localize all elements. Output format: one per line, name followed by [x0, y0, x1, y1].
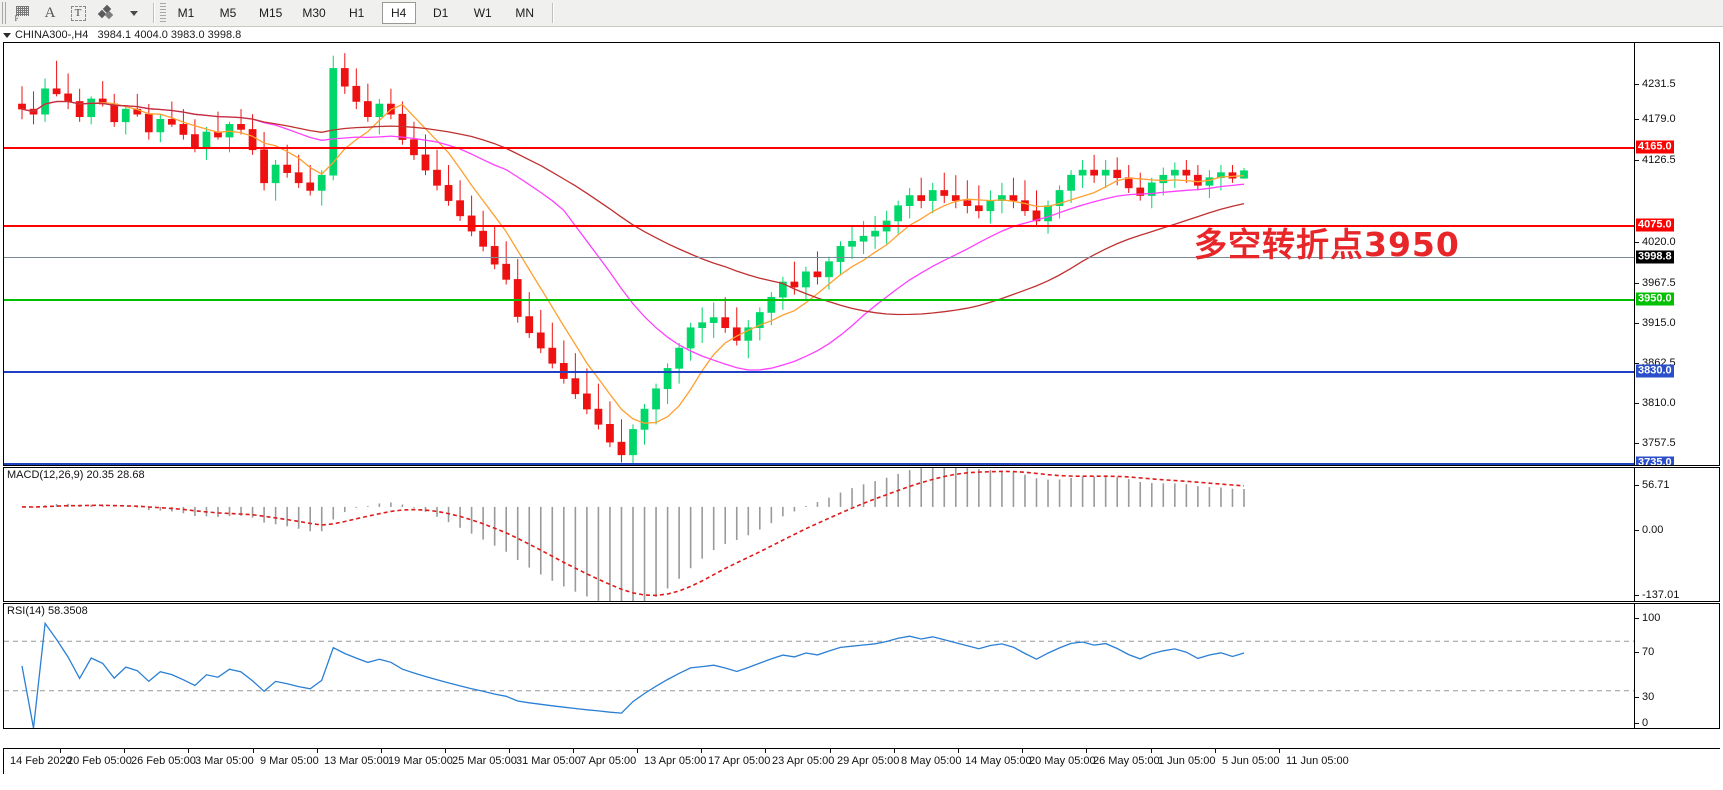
shapes-dropdown-icon[interactable] — [120, 1, 148, 25]
timeframe-m15[interactable]: M15 — [259, 6, 283, 20]
macd-tick: 56.71 — [1635, 479, 1670, 491]
time-label: 26 May 05:00 — [1086, 748, 1160, 767]
price-tick: 4126.5 — [1635, 154, 1676, 166]
price-level-line[interactable] — [4, 299, 1635, 301]
price-plot[interactable]: 多空转折点3950 — [4, 43, 1635, 465]
chart-area: 多空转折点3950 4231.5 4179.0 4126.5 4020.0 3967.5… — [3, 42, 1720, 787]
chart-annotation-text: 多空转折点3950 — [1194, 225, 1460, 264]
price-level-label: 3998.8 — [1636, 250, 1674, 264]
time-label: 13 Mar 05:00 — [317, 748, 389, 767]
timeframe-drag-handle[interactable] — [160, 3, 166, 23]
toolbar-separator-2 — [551, 3, 554, 23]
time-label: 8 May 05:00 — [894, 748, 962, 767]
chart-menu-arrow-icon[interactable] — [3, 32, 11, 38]
price-level-label: 4165.0 — [1636, 140, 1674, 154]
price-level-label: 4075.0 — [1636, 218, 1674, 232]
macd-panel[interactable]: MACD(12,26,9) 20.35 28.68 56.71 0.00 -137.… — [3, 467, 1720, 602]
price-tick: 3810.0 — [1635, 397, 1676, 409]
time-label: 25 Mar 05:00 — [445, 748, 517, 767]
macd-series — [21, 468, 1245, 601]
rsi-tick: 100 — [1635, 612, 1660, 624]
time-axis[interactable]: 14 Feb 2020 20 Feb 05:00 26 Feb 05:00 3 Mar… — [3, 748, 1720, 774]
macd-tick: 0.00 — [1635, 524, 1663, 536]
time-label: 29 Apr 05:00 — [829, 748, 900, 767]
time-label: 11 Jun 05:00 — [1279, 748, 1349, 767]
price-tick: 3757.5 — [1635, 437, 1676, 449]
price-tick: 3967.5 — [1635, 277, 1676, 289]
timeframe-m5[interactable]: M5 — [219, 6, 237, 20]
timeframe-w1[interactable]: W1 — [473, 6, 492, 20]
timeframe-m30[interactable]: M30 — [302, 6, 326, 20]
price-tick: 4020.0 — [1635, 236, 1676, 248]
timeframe-h1[interactable]: H1 — [349, 6, 365, 20]
macd-label: MACD(12,26,9) 20.35 28.68 — [7, 469, 145, 481]
rsi-tick: 0 — [1635, 717, 1648, 728]
time-label: 3 Mar 05:00 — [188, 748, 254, 767]
price-tick: 4179.0 — [1635, 113, 1676, 125]
shapes-icon[interactable] — [92, 1, 120, 25]
chart-toolbar: A T M1 M5 M15 M30 H1 H4 D1 W1 MN — [0, 0, 1723, 27]
time-label: 14 May 05:00 — [958, 748, 1032, 767]
timeframe-m1[interactable]: M1 — [177, 6, 195, 20]
time-label: 13 Apr 05:00 — [636, 748, 707, 767]
fibo-icon[interactable] — [8, 1, 36, 25]
rsi-tick: 30 — [1635, 691, 1654, 703]
timeframe-h4[interactable]: H4 — [381, 2, 416, 24]
rsi-tick: 70 — [1635, 646, 1654, 658]
price-level-line[interactable] — [4, 463, 1635, 465]
timeframe-d1[interactable]: D1 — [433, 6, 449, 20]
price-level-line[interactable] — [4, 371, 1635, 373]
macd-axis[interactable]: 56.71 0.00 -137.01 — [1634, 468, 1719, 601]
time-label: 20 May 05:00 — [1022, 748, 1096, 767]
time-label: 26 Feb 05:00 — [124, 748, 196, 767]
price-tick: 4231.5 — [1635, 78, 1676, 90]
time-label: 31 Mar 05:00 — [509, 748, 581, 767]
time-label: 5 Jun 05:00 — [1215, 748, 1280, 767]
time-label: 9 Mar 05:00 — [253, 748, 319, 767]
time-label: 1 Jun 05:00 — [1151, 748, 1216, 767]
time-label: 7 Apr 05:00 — [572, 748, 637, 767]
price-level-line[interactable] — [4, 225, 1635, 227]
time-label: 17 Apr 05:00 — [700, 748, 771, 767]
timeframe-mn[interactable]: MN — [515, 6, 535, 20]
rsi-axis[interactable]: 100 70 30 0 — [1634, 604, 1719, 728]
price-level-label: 3950.0 — [1636, 292, 1674, 306]
macd-plot[interactable]: MACD(12,26,9) 20.35 28.68 — [4, 468, 1635, 601]
price-level-label: 3830.0 — [1636, 364, 1674, 378]
timeframe-group: M1 M5 M15 M30 H1 H4 D1 W1 MN — [169, 2, 542, 24]
price-level-line[interactable] — [4, 147, 1635, 149]
time-label: 19 Mar 05:00 — [381, 748, 453, 767]
text-label-icon[interactable]: A — [44, 4, 56, 21]
time-label: 23 Apr 05:00 — [764, 748, 835, 767]
time-label: 14 Feb 2020 — [3, 748, 72, 767]
symbol-quote-bar: CHINA300-,H4 3984.1 4004.0 3983.0 3998.8 — [0, 28, 1723, 42]
price-axis[interactable]: 4231.5 4179.0 4126.5 4020.0 3967.5 3915.0 3862… — [1634, 43, 1719, 465]
toolbar-separator — [153, 3, 155, 23]
text-box-icon[interactable]: T — [64, 1, 92, 25]
price-level-label: 3735.0 — [1636, 456, 1674, 465]
rsi-series — [4, 621, 1635, 728]
rsi-plot[interactable]: RSI(14) 58.3508 — [4, 604, 1635, 728]
quote-text: CHINA300-,H4 3984.1 4004.0 3983.0 3998.8 — [15, 29, 242, 41]
macd-tick: -137.01 — [1635, 589, 1679, 601]
toolbar-drag-handle[interactable] — [1, 2, 8, 24]
price-panel[interactable]: 多空转折点3950 4231.5 4179.0 4126.5 4020.0 3967.5… — [3, 42, 1720, 466]
rsi-panel[interactable]: RSI(14) 58.3508 100 70 30 0 — [3, 603, 1720, 729]
time-label: 20 Feb 05:00 — [60, 748, 132, 767]
candlestick-series — [18, 53, 1248, 465]
price-level-line[interactable] — [4, 257, 1635, 258]
price-tick: 3915.0 — [1635, 317, 1676, 329]
rsi-label: RSI(14) 58.3508 — [7, 605, 88, 617]
